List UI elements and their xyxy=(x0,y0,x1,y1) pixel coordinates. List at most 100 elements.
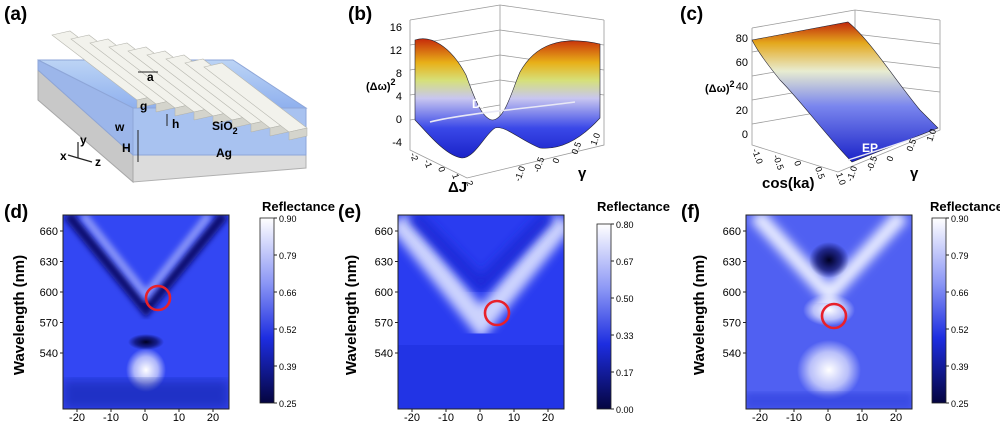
y-tick-label: 660 xyxy=(723,226,741,238)
reflectance-image xyxy=(398,215,564,409)
colorbar-title: Reflectance xyxy=(930,199,1000,214)
x-tick-label: 1 xyxy=(450,172,461,180)
panel-c-x-ticks: -1.0 -0.5 0 0.5 1.0 xyxy=(750,147,848,186)
panel-c-zlabel: (Δω)2 xyxy=(705,79,735,95)
x-tick-label: -20 xyxy=(69,412,85,424)
z-tick-label: 4 xyxy=(396,91,402,103)
y-axis-label: Wavelength (nm) xyxy=(691,255,708,375)
dp-line xyxy=(429,101,576,123)
y-axis-label: Wavelength (nm) xyxy=(343,255,360,375)
colorbar-tick-label: 0.25 xyxy=(279,399,297,409)
y-tick-label: 0 xyxy=(884,155,895,163)
y-tick-label: 540 xyxy=(723,348,741,360)
panel-c-xlabel: cos(ka) xyxy=(762,175,815,192)
z-tick-label: 20 xyxy=(736,105,748,117)
colorbar xyxy=(259,217,275,404)
panel-a-schematic: (a) a g w h H SiO2 Ag x y z xyxy=(4,4,308,184)
colorbar-title: Reflectance xyxy=(597,199,670,214)
dp-label: DP xyxy=(472,97,489,111)
panel-c-ylabel: γ xyxy=(910,165,919,182)
z-tick-label: 80 xyxy=(736,33,748,45)
x-tick-label: 0 xyxy=(792,159,803,167)
x-tick-label: 10 xyxy=(173,412,185,424)
panel-e-label: (e) xyxy=(338,202,361,223)
colorbar xyxy=(931,217,947,404)
ep-label: EP xyxy=(862,141,878,155)
z-tick-label: 16 xyxy=(390,22,402,34)
y-tick-label: -0.5 xyxy=(864,155,879,173)
y-tick-label: -0.5 xyxy=(531,156,546,174)
y-tick-label: 1.0 xyxy=(924,128,938,143)
colorbar-tick-label: 0.52 xyxy=(951,325,969,335)
x-tick-label: -20 xyxy=(404,412,420,424)
reflectance-image xyxy=(746,215,912,409)
panel-c-label: (c) xyxy=(680,4,703,25)
z-tick-label: 40 xyxy=(736,81,748,93)
sio2-side xyxy=(37,59,134,157)
x-tick-label: -20 xyxy=(752,412,768,424)
colorbar-tick-label: 0.80 xyxy=(616,220,634,230)
map-frame xyxy=(397,214,565,410)
x-tick-label: -1.0 xyxy=(750,147,765,165)
colorbar-tick-label: 0.90 xyxy=(951,214,969,224)
z-tick-label: 0 xyxy=(742,129,748,141)
map-panel-d: (d) 660 630 600 570 540 -20 -10 0 10 20 Wavelength … xyxy=(4,199,335,424)
x-tick-label: 1.0 xyxy=(834,171,848,186)
y-tick-label: 570 xyxy=(723,318,741,330)
panel-c-z-ticks: 80 60 40 20 0 xyxy=(736,33,748,141)
grating-ridge-face xyxy=(288,127,308,141)
y-tick-label: 1.0 xyxy=(588,132,602,147)
colorbar-tick-label: 0.79 xyxy=(951,251,969,261)
y-tick-label: 630 xyxy=(723,257,741,269)
paraboloid-surface xyxy=(751,21,939,163)
y-tick-label: 0.5 xyxy=(904,138,918,153)
map-panel-e: (e) 660 630 600 570 540 -20 -10 0 10 20 Wavelength … xyxy=(338,199,670,424)
saddle-surface xyxy=(414,38,601,159)
colorbar-tick-label: 0.39 xyxy=(279,362,297,372)
colorbar-tick-label: 0.00 xyxy=(616,405,634,415)
x-tick-label: 10 xyxy=(856,412,868,424)
y-tick-label: 0 xyxy=(550,157,561,165)
dim-h: h xyxy=(172,117,179,131)
y-tick-label: 660 xyxy=(40,226,58,238)
panel-b-z-ticks: 16 12 8 4 0 -4 xyxy=(390,22,402,149)
y-tick-label: 630 xyxy=(375,257,393,269)
reflectance-image xyxy=(63,215,229,409)
colorbar-tick-label: 0.66 xyxy=(279,288,297,298)
panel-b-ylabel: γ xyxy=(578,165,587,182)
colorbar-tick-label: 0.67 xyxy=(616,257,634,267)
axis-x-arrow xyxy=(67,154,79,159)
y-axis-label: Wavelength (nm) xyxy=(11,255,28,375)
panel-b-zlabel: (Δω)2 xyxy=(366,77,396,93)
x-tick-label: 20 xyxy=(207,412,219,424)
colorbar-tick-label: 0.66 xyxy=(951,288,969,298)
panel-b-y-ticks: -1.0 -0.5 0 0.5 1.0 xyxy=(512,132,602,183)
x-tick-label: -1 xyxy=(422,158,434,169)
colorbar-tick-label: 0.33 xyxy=(616,331,634,341)
colorbar-tick-label: 0.50 xyxy=(616,294,634,304)
colorbar-title: Reflectance xyxy=(262,199,335,214)
axis-y-label: y xyxy=(80,133,87,147)
y-tick-label: 570 xyxy=(375,318,393,330)
x-tick-label: 20 xyxy=(890,412,902,424)
map-panel-f: (f) 660 630 600 570 540 -20 -10 0 10 20 Wavelength … xyxy=(681,199,1000,424)
dim-g: g xyxy=(140,99,147,113)
ag-label: Ag xyxy=(216,146,232,160)
reflectance-maps: (d) 660 630 600 570 540 -20 -10 0 10 20 Wavelength … xyxy=(4,199,1000,424)
y-tick-label: 540 xyxy=(40,348,58,360)
map-frame xyxy=(745,214,913,410)
y-tick-label: 570 xyxy=(40,318,58,330)
axis-z-label: z xyxy=(95,155,101,169)
x-tick-label: 0 xyxy=(142,412,148,424)
z-tick-label: 0 xyxy=(396,114,402,126)
x-tick-label: -10 xyxy=(103,412,119,424)
grating-ridges xyxy=(51,30,308,141)
panel-d-label: (d) xyxy=(4,202,28,223)
y-tick-label: 630 xyxy=(40,257,58,269)
y-tick-label: 600 xyxy=(40,287,58,299)
colorbar-tick-label: 0.39 xyxy=(951,362,969,372)
y-tick-label: 600 xyxy=(723,287,741,299)
z-tick-label: 8 xyxy=(396,68,402,80)
